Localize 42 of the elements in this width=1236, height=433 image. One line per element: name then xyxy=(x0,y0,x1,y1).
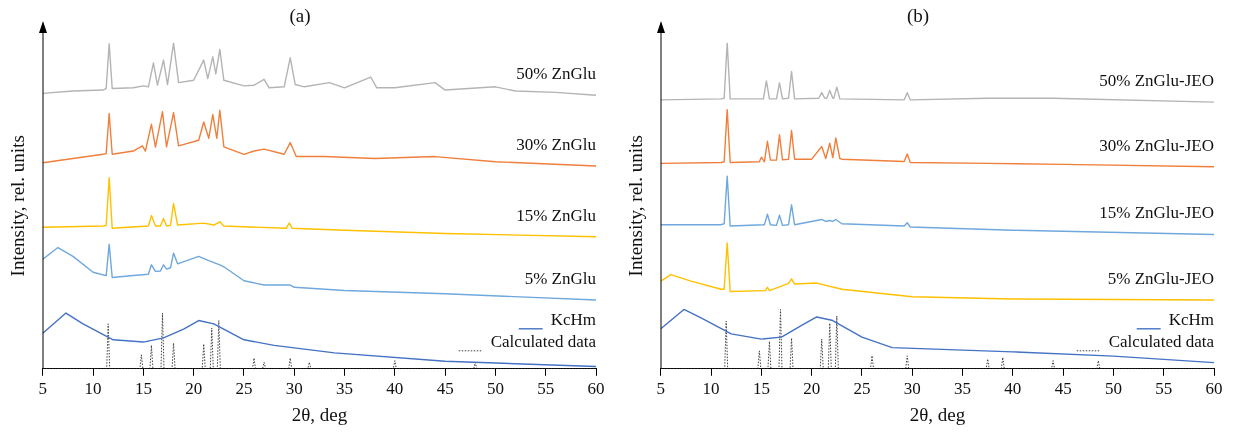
x-tick-label: 15 xyxy=(134,379,152,399)
x-tick-label: 5 xyxy=(656,379,666,399)
x-tick-label: 45 xyxy=(436,379,454,399)
legend-label: KcHm xyxy=(1168,309,1214,329)
x-tick-label: 55 xyxy=(537,379,555,399)
x-axis-title: 2θ, deg xyxy=(909,403,966,425)
x-tick-label: 45 xyxy=(1054,379,1072,399)
x-tick-label: 15 xyxy=(752,379,770,399)
legend-label: Calculated data xyxy=(490,331,597,351)
x-tick-label: 35 xyxy=(954,379,972,399)
x-tick-label: 30 xyxy=(903,379,921,399)
x-tick-label: 60 xyxy=(1205,379,1223,399)
y-axis-title: Intensity, rel. units xyxy=(7,135,29,277)
x-tick-label: 50 xyxy=(486,379,504,399)
annotation: 15% ZnGlu xyxy=(516,205,597,225)
chart-title: (a) xyxy=(289,5,311,28)
annotation: 50% ZnGlu-JEO xyxy=(1099,71,1214,91)
x-tick-label: 55 xyxy=(1155,379,1173,399)
annotation: 30% ZnGlu xyxy=(516,135,597,154)
x-tick-label: 25 xyxy=(853,379,871,399)
x-tick-label: 25 xyxy=(235,379,253,399)
annotation: 5% ZnGlu xyxy=(524,268,597,288)
annotation: 5% ZnGlu-JEO xyxy=(1107,268,1214,288)
x-tick-label: 40 xyxy=(386,379,404,399)
x-tick-label: 40 xyxy=(1004,379,1022,399)
x-tick-label: 10 xyxy=(84,379,102,399)
chart-title: (b) xyxy=(906,5,930,28)
x-tick-label: 20 xyxy=(185,379,203,399)
legend-label: KcHm xyxy=(550,309,596,329)
legend-label: Calculated data xyxy=(1108,331,1215,351)
x-tick-label: 50 xyxy=(1104,379,1122,399)
x-tick-label: 35 xyxy=(336,379,354,399)
x-tick-label: 30 xyxy=(285,379,303,399)
x-tick-label: 5 xyxy=(38,379,48,399)
y-axis-title: Intensity, rel. units xyxy=(625,135,647,277)
x-axis-title: 2θ, deg xyxy=(291,403,348,425)
x-tick-label: 60 xyxy=(587,379,605,399)
annotation: 15% ZnGlu-JEO xyxy=(1099,203,1214,223)
annotation: 50% ZnGlu xyxy=(516,64,597,84)
x-tick-label: 20 xyxy=(803,379,821,399)
x-tick-label: 10 xyxy=(702,379,720,399)
annotation: 30% ZnGlu-JEO xyxy=(1099,135,1214,155)
